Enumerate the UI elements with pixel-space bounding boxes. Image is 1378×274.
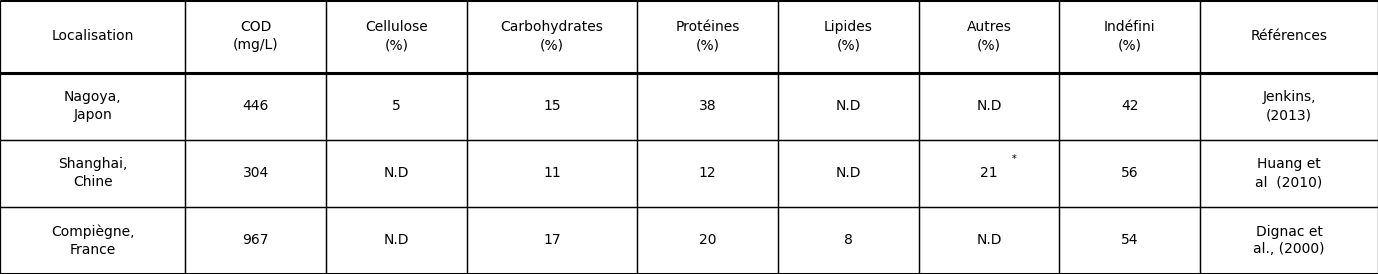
Text: 15: 15 bbox=[543, 99, 561, 113]
Text: Localisation: Localisation bbox=[51, 29, 134, 43]
Text: 17: 17 bbox=[543, 233, 561, 247]
Text: 967: 967 bbox=[243, 233, 269, 247]
Text: 56: 56 bbox=[1120, 166, 1138, 180]
Text: N.D: N.D bbox=[383, 233, 409, 247]
Text: 38: 38 bbox=[699, 99, 717, 113]
Text: 54: 54 bbox=[1122, 233, 1138, 247]
Text: *: * bbox=[1011, 153, 1016, 164]
Text: Shanghai,
Chine: Shanghai, Chine bbox=[58, 157, 127, 189]
Text: Protéines
(%): Protéines (%) bbox=[675, 20, 740, 52]
Text: 11: 11 bbox=[543, 166, 561, 180]
Text: Lipides
(%): Lipides (%) bbox=[824, 20, 872, 52]
Text: Nagoya,
Japon: Nagoya, Japon bbox=[63, 90, 121, 122]
Text: Cellulose
(%): Cellulose (%) bbox=[365, 20, 427, 52]
Text: 20: 20 bbox=[699, 233, 717, 247]
Text: Huang et
al  (2010): Huang et al (2010) bbox=[1255, 157, 1323, 189]
Text: 12: 12 bbox=[699, 166, 717, 180]
Text: Dignac et
al., (2000): Dignac et al., (2000) bbox=[1254, 224, 1324, 256]
Text: Compiègne,
France: Compiègne, France bbox=[51, 224, 135, 257]
Text: 8: 8 bbox=[843, 233, 853, 247]
Text: 446: 446 bbox=[243, 99, 269, 113]
Text: N.D: N.D bbox=[976, 233, 1002, 247]
Text: Autres
(%): Autres (%) bbox=[966, 20, 1011, 52]
Text: COD
(mg/L): COD (mg/L) bbox=[233, 20, 278, 52]
Text: N.D: N.D bbox=[383, 166, 409, 180]
Text: 5: 5 bbox=[391, 99, 401, 113]
Text: 21: 21 bbox=[980, 166, 998, 180]
Text: 42: 42 bbox=[1122, 99, 1138, 113]
Text: N.D: N.D bbox=[835, 99, 861, 113]
Text: Indéfini
(%): Indéfini (%) bbox=[1104, 20, 1156, 52]
Text: Références: Références bbox=[1251, 29, 1327, 43]
Text: Jenkins,
(2013): Jenkins, (2013) bbox=[1262, 90, 1316, 122]
Text: 304: 304 bbox=[243, 166, 269, 180]
Text: N.D: N.D bbox=[835, 166, 861, 180]
Text: N.D: N.D bbox=[976, 99, 1002, 113]
Text: Carbohydrates
(%): Carbohydrates (%) bbox=[500, 20, 604, 52]
